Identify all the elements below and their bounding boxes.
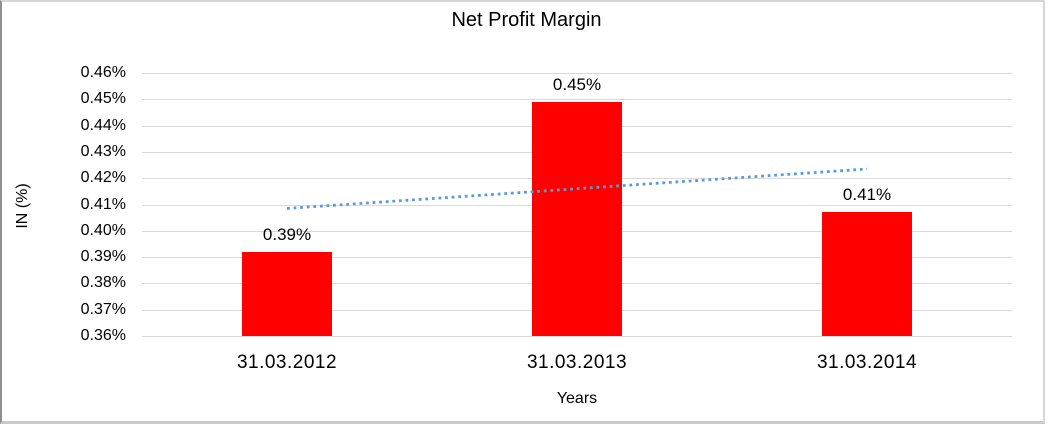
x-tick-label: 31.03.2014 [816, 352, 918, 373]
bar-data-label: 0.41% [842, 185, 892, 205]
bar [242, 251, 332, 336]
bar-slot: 0.39% [142, 225, 432, 336]
bar-data-label: 0.45% [552, 74, 602, 94]
gridline [142, 73, 1012, 74]
y-tick-label: 0.44% [80, 116, 126, 134]
y-axis-tick-labels: 0.46% 0.45% 0.44% 0.43% 0.42% 0.41% 0.40% 0.39%… [0, 64, 130, 344]
x-tick-label: 31.03.2013 [526, 352, 628, 373]
y-tick-label: 0.43% [80, 142, 126, 160]
y-tick-label: 0.41% [80, 195, 126, 213]
gridline [142, 336, 1012, 337]
chart-title: Net Profit Margin [451, 9, 602, 31]
y-tick-label: 0.42% [80, 169, 126, 187]
bar-slot: 0.45% [432, 75, 722, 336]
bar [822, 212, 912, 336]
bar [532, 101, 622, 336]
x-axis-tick-labels: 31.03.2012 31.03.2013 31.03.2014 [142, 336, 1012, 376]
bar-data-label: 0.39% [262, 224, 312, 244]
x-tick-label: 31.03.2012 [236, 352, 338, 373]
y-tick-label: 0.36% [80, 327, 126, 344]
gridline [142, 99, 1012, 101]
y-tick-label: 0.40% [80, 221, 126, 239]
plot-area: 0.39% 0.45% 0.41% [142, 73, 1012, 337]
y-tick-label: 0.37% [80, 300, 126, 318]
x-axis-title: Years [556, 390, 598, 407]
y-tick-label: 0.46% [80, 64, 126, 81]
bar-slot: 0.41% [722, 185, 1012, 336]
y-tick-label: 0.45% [80, 90, 126, 108]
y-tick-label: 0.38% [80, 274, 126, 292]
y-tick-label: 0.39% [80, 248, 126, 266]
trendline [286, 167, 868, 210]
